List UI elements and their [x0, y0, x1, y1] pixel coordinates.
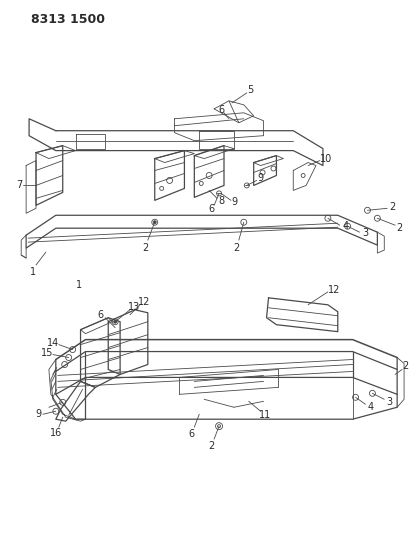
Text: 8: 8 [218, 196, 224, 206]
Text: 7: 7 [16, 181, 22, 190]
Text: 3: 3 [362, 228, 368, 238]
Text: 10: 10 [319, 154, 331, 164]
Text: 9: 9 [231, 197, 237, 207]
Text: 2: 2 [388, 203, 394, 212]
Text: 4: 4 [342, 221, 348, 231]
Text: 16: 16 [49, 428, 62, 438]
Text: 12: 12 [327, 285, 339, 295]
Text: 6: 6 [208, 204, 213, 214]
Text: 2: 2 [142, 243, 148, 253]
Text: 5: 5 [247, 85, 253, 95]
Text: 9: 9 [257, 173, 263, 183]
Text: 9: 9 [35, 409, 41, 419]
Text: 2: 2 [233, 243, 239, 253]
Text: 6: 6 [188, 429, 194, 439]
Text: 15: 15 [40, 348, 53, 358]
Text: 14: 14 [47, 337, 59, 348]
Text: 2: 2 [207, 441, 214, 451]
Text: 6: 6 [97, 310, 103, 320]
Text: 13: 13 [128, 302, 140, 312]
Text: 6: 6 [218, 105, 224, 115]
Text: 8313 1500: 8313 1500 [31, 13, 105, 26]
Text: 3: 3 [385, 397, 391, 407]
Circle shape [113, 320, 117, 323]
Text: 4: 4 [366, 402, 373, 412]
Text: 1: 1 [30, 267, 36, 277]
Text: 1: 1 [75, 280, 81, 290]
Text: 2: 2 [395, 223, 401, 233]
Text: 11: 11 [259, 410, 271, 420]
Circle shape [153, 221, 156, 224]
Text: 2: 2 [401, 361, 407, 372]
Text: 12: 12 [137, 297, 150, 307]
